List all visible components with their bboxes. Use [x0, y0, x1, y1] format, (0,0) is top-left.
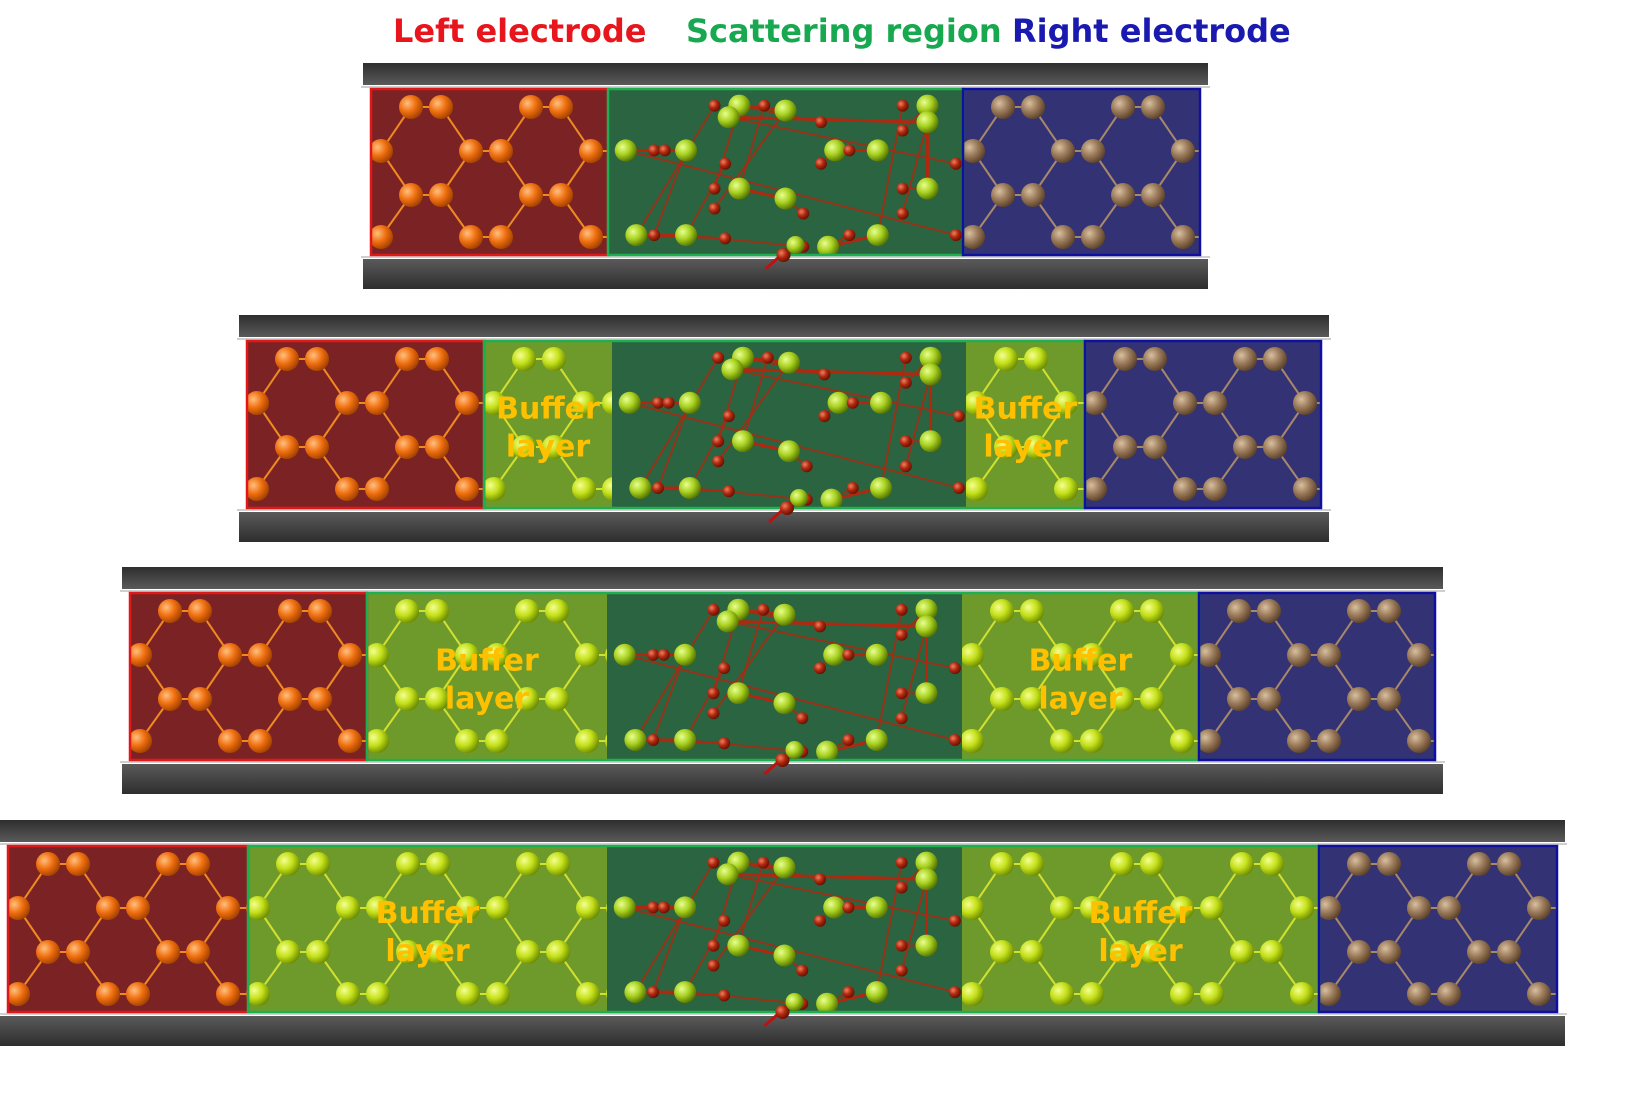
left-buffer-label-line2: layer: [445, 682, 530, 717]
scattering-region: [608, 89, 963, 255]
left-electrode: [247, 341, 484, 508]
right-buffer-lattice-atoms: [966, 347, 1085, 501]
right-lattice-atoms: [963, 95, 1195, 249]
right-lattice-atoms: [1085, 347, 1317, 501]
top-bar: [363, 63, 1208, 85]
left-buffer-label-line1: Buffer: [435, 644, 539, 679]
top-bar: [239, 315, 1329, 337]
bottom-bar: [239, 512, 1329, 542]
left-lattice-atoms: [247, 347, 479, 501]
scattering-region-label: Scattering region: [686, 12, 1002, 50]
left-lattice-atoms: [8, 852, 248, 1006]
right-electrode: [1199, 593, 1435, 760]
left-lattice-atoms: [130, 599, 362, 753]
scattering-atoms: [613, 598, 961, 760]
left-electrode: [8, 846, 248, 1012]
left-buffer-lattice-atoms: [484, 347, 612, 501]
left-electrode: [130, 593, 367, 760]
right-buffer-region: [962, 846, 1319, 1012]
right-electrode: [1085, 341, 1321, 508]
scattering-region: [607, 846, 962, 1012]
top-bar: [122, 567, 1443, 589]
left-electrode-label: Left electrode: [393, 12, 647, 50]
right-buffer-label-line2: layer: [1038, 682, 1123, 717]
left-buffer-label-line1: Buffer: [496, 392, 600, 427]
left-buffer-label-line2: layer: [506, 430, 591, 465]
right-electrode-label: Right electrode: [1012, 12, 1291, 50]
right-lattice-atoms: [1319, 852, 1551, 1006]
left-lattice-atoms: [371, 95, 603, 249]
right-buffer-lattice-atoms: [962, 852, 1314, 1006]
left-buffer-lattice-atoms: [367, 599, 607, 753]
right-electrode-border: [961, 87, 1202, 257]
bottom-bar: [0, 1016, 1565, 1046]
panel-1: [361, 63, 1210, 289]
right-electrode: [963, 89, 1200, 255]
right-buffer-label-line1: Buffer: [974, 392, 1078, 427]
right-lattice-atoms: [1199, 599, 1431, 753]
top-bar: [0, 820, 1565, 842]
right-buffer-label-line2: layer: [983, 430, 1068, 465]
bottom-bar: [122, 764, 1443, 794]
right-electrode-border: [1197, 591, 1437, 762]
left-buffer-label-line2: layer: [385, 934, 470, 969]
right-electrode-border: [1083, 339, 1323, 510]
left-buffer-region: [248, 846, 607, 1012]
scattering-atoms: [614, 94, 962, 255]
scattering-region: [607, 593, 962, 760]
right-buffer-lattice-atoms: [962, 599, 1194, 753]
scattering-atoms: [618, 346, 965, 508]
right-electrode: [1319, 846, 1557, 1012]
left-buffer-label-line1: Buffer: [376, 896, 480, 931]
scattering-region: [612, 341, 966, 508]
left-buffer-lattice-atoms: [248, 852, 607, 1006]
bottom-bar: [363, 259, 1208, 289]
right-buffer-label-line2: layer: [1098, 934, 1183, 969]
right-electrode-border: [1317, 844, 1559, 1014]
right-buffer-label-line1: Buffer: [1029, 644, 1133, 679]
scattering-atoms: [613, 851, 961, 1012]
left-electrode: [371, 89, 608, 255]
right-buffer-label-line1: Buffer: [1089, 896, 1193, 931]
